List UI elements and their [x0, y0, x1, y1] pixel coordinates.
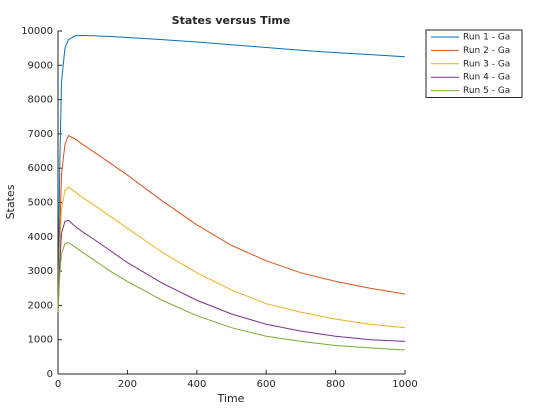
x-tick-label: 400 [187, 379, 206, 390]
x-tick-label: 200 [118, 379, 137, 390]
y-tick-label: 1000 [28, 335, 53, 346]
legend-label: Run 3 - Ga [463, 59, 510, 69]
y-tick-label: 7000 [28, 129, 53, 140]
line-series [57, 186, 406, 329]
x-axis-label: Time [217, 392, 245, 405]
legend-label: Run 4 - Ga [463, 73, 510, 83]
y-tick-label: 0 [47, 369, 53, 380]
line-series [57, 219, 406, 342]
line-series [57, 242, 406, 351]
chart-title: States versus Time [172, 14, 291, 27]
y-axis-label: States [4, 184, 17, 219]
y-tick-label: 5000 [28, 198, 53, 209]
y-tick-label: 9000 [28, 60, 53, 71]
y-tick-label: 6000 [28, 163, 53, 174]
x-tick-label: 0 [55, 379, 61, 390]
y-tick-label: 8000 [28, 95, 53, 106]
line-series [57, 134, 406, 313]
y-tick-label: 10000 [21, 26, 53, 37]
x-tick-label: 1000 [392, 379, 417, 390]
x-tick-label: 600 [257, 379, 276, 390]
legend-label: Run 5 - Ga [463, 86, 510, 96]
y-tick-label: 3000 [28, 266, 53, 277]
y-tick-label: 4000 [28, 232, 53, 243]
x-tick-label: 800 [326, 379, 345, 390]
legend-label: Run 1 - Ga [463, 33, 510, 43]
legend-label: Run 2 - Ga [463, 46, 510, 56]
line-series [57, 34, 406, 313]
y-tick-label: 2000 [28, 300, 53, 311]
